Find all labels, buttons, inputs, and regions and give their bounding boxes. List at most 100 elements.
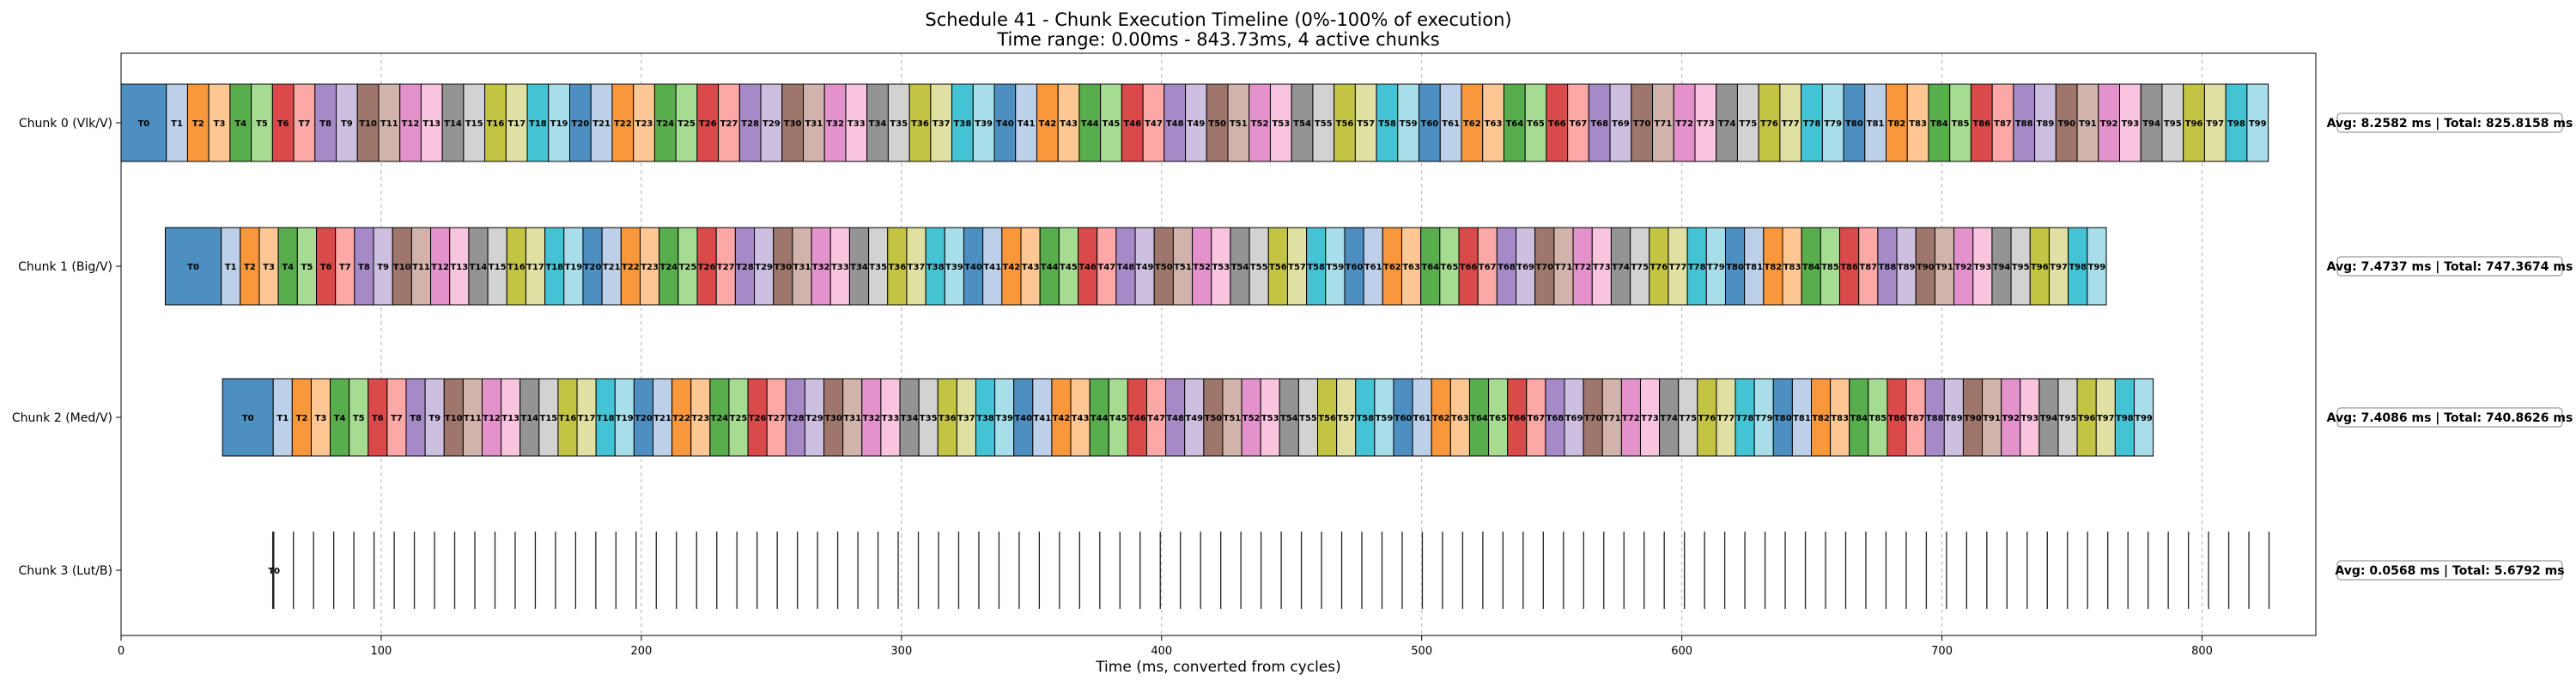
task-bar <box>738 83 762 162</box>
task-label: T61 <box>1364 263 1382 272</box>
task-label: T28 <box>741 119 759 129</box>
task-label: T16 <box>559 414 577 423</box>
task-label: T41 <box>983 263 1001 272</box>
task-label: T0 <box>242 414 254 423</box>
task-label: T23 <box>691 414 709 423</box>
task-label: T19 <box>550 119 568 129</box>
task-label: T68 <box>1498 263 1516 272</box>
task-label: T10 <box>359 119 377 129</box>
task-label: T44 <box>1041 263 1059 272</box>
task-bar <box>164 227 222 306</box>
task-label: T54 <box>1231 263 1249 272</box>
task-bar <box>611 83 635 162</box>
task-label: T34 <box>901 414 919 423</box>
task-label: T80 <box>1726 263 1744 272</box>
task-label: T5 <box>301 263 313 272</box>
task-label: T83 <box>1783 263 1801 272</box>
task-label: T14 <box>444 119 462 129</box>
task-label: T39 <box>995 414 1013 423</box>
task-label: T74 <box>1660 414 1678 423</box>
task-label: T20 <box>571 119 589 129</box>
task-bar <box>1142 83 1165 162</box>
task-bar <box>463 83 486 162</box>
task-label: T4 <box>234 119 246 129</box>
task-label: T19 <box>564 263 582 272</box>
task-label: T84 <box>1850 414 1868 423</box>
task-label: T86 <box>1888 414 1906 423</box>
task-bar <box>908 83 932 162</box>
task-label: T9 <box>341 119 353 129</box>
task-label: T96 <box>2031 263 2049 272</box>
task-label: T89 <box>1945 414 1963 423</box>
task-label: T51 <box>1174 263 1192 272</box>
task-label: T81 <box>1745 263 1763 272</box>
task-label: T14 <box>520 414 538 423</box>
task-label: T72 <box>1675 119 1693 129</box>
task-label: T14 <box>470 263 488 272</box>
task-label: T79 <box>1755 414 1773 423</box>
task-label: T61 <box>1413 414 1431 423</box>
task-bar <box>1949 83 1971 162</box>
task-label: T75 <box>1739 119 1757 129</box>
task-label: T53 <box>1272 119 1290 129</box>
task-label: T90 <box>1917 263 1935 272</box>
chart-subtitle: Time range: 0.00ms - 843.73ms, 4 active … <box>996 29 1439 50</box>
task-bar <box>1970 83 1993 162</box>
task-label: T40 <box>1014 414 1032 423</box>
task-label: T25 <box>679 263 697 272</box>
task-label: T49 <box>1185 414 1203 423</box>
plot-frame <box>120 52 2317 636</box>
task-bar <box>2098 83 2121 162</box>
task-bars: T0 T1 T2 T3 T4 T5 T6 T7 T8 T9 T10 T11 T12 T13 T14 T15 T1… <box>120 83 2270 609</box>
task-bar <box>2225 83 2248 162</box>
task-label: T61 <box>1442 119 1460 129</box>
task-label: T36 <box>888 263 906 272</box>
x-tick-label: 0 <box>118 645 125 658</box>
task-label: T41 <box>1033 414 1051 423</box>
task-label: T45 <box>1103 119 1121 129</box>
x-axis-ticks: 0 100 200 300 400 500 600 700 800 <box>118 635 2213 658</box>
task-label: T29 <box>762 119 781 129</box>
task-bar <box>1312 83 1335 162</box>
task-label: T99 <box>2249 119 2267 129</box>
task-label: T23 <box>635 119 653 129</box>
task-label: T44 <box>1081 119 1099 129</box>
task-label: T47 <box>1147 414 1165 423</box>
task-label: T59 <box>1400 119 1418 129</box>
task-label: T40 <box>996 119 1014 129</box>
task-label: T72 <box>1574 263 1592 272</box>
task-label: T46 <box>1078 263 1097 272</box>
task-label: T34 <box>850 263 868 272</box>
task-label: T66 <box>1508 414 1526 423</box>
task-label: T3 <box>315 414 327 423</box>
task-label: T11 <box>380 119 398 129</box>
task-bar <box>1864 83 1887 162</box>
task-label: T55 <box>1315 119 1333 129</box>
task-label: T74 <box>1718 119 1736 129</box>
task-label: T83 <box>1909 119 1927 129</box>
task-label: T71 <box>1603 414 1621 423</box>
task-label: T76 <box>1649 263 1668 272</box>
task-label: T64 <box>1505 119 1523 129</box>
task-label: T56 <box>1336 119 1354 129</box>
task-bar <box>590 83 613 162</box>
task-label: T3 <box>214 119 226 129</box>
task-label: T45 <box>1060 263 1078 272</box>
task-label: T6 <box>277 119 289 129</box>
task-label: T95 <box>2059 414 2077 423</box>
task-label: T62 <box>1383 263 1401 272</box>
task-bar <box>1991 83 2014 162</box>
task-bar <box>166 83 188 162</box>
y-axis-ticks: Chunk 0 (Vlk/V) Chunk 1 (Big/V) Chunk 2 (M… <box>12 117 121 578</box>
task-bar <box>1227 83 1250 162</box>
task-label: T4 <box>334 414 346 423</box>
task-bar <box>548 83 571 162</box>
task-label: T21 <box>592 119 611 129</box>
task-label: T88 <box>1926 414 1944 423</box>
task-label: T42 <box>1038 119 1056 129</box>
task-label: T17 <box>578 414 596 423</box>
task-label: T22 <box>622 263 640 272</box>
task-label: T16 <box>507 263 526 272</box>
task-label: T8 <box>358 263 370 272</box>
task-label: T58 <box>1356 414 1374 423</box>
